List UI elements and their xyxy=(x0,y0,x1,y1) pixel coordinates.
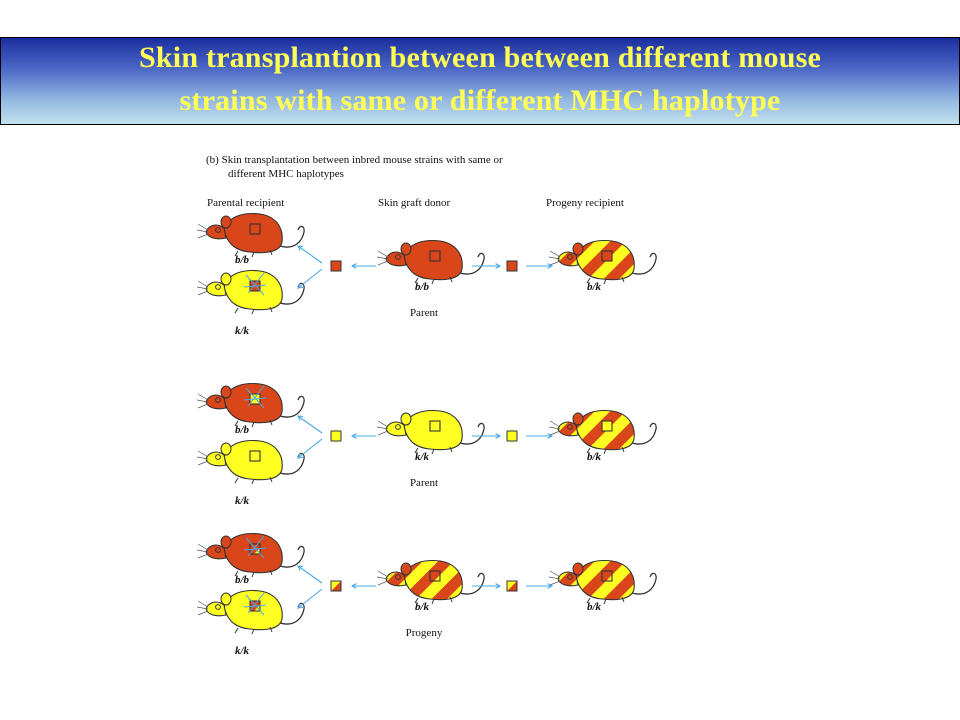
figure-caption-line-2: different MHC haplotypes xyxy=(228,168,344,180)
donor-graft-right xyxy=(506,430,518,442)
arrow-graft-left xyxy=(350,263,376,269)
skin-graft-donor-mouse xyxy=(376,409,485,455)
arrow-to-bottom-recipient xyxy=(297,588,323,609)
parental-recipient-bb-mouse xyxy=(196,532,305,578)
arrow-to-top-recipient xyxy=(297,245,323,264)
graft-square xyxy=(249,223,261,235)
graft-square xyxy=(601,570,613,582)
arrow-graft-right xyxy=(472,433,502,439)
rejection-mark xyxy=(243,272,267,296)
recipient-genotype-kk: k/k xyxy=(235,495,250,507)
graft-square xyxy=(601,420,613,432)
progeny-recipient-mouse xyxy=(548,559,657,605)
arrow-to-bottom-recipient xyxy=(297,438,323,459)
progeny-recipient-mouse xyxy=(548,409,657,455)
slide-title-line-1: Skin transplantion between between diffe… xyxy=(139,41,821,74)
recipient-genotype-bb: b/b xyxy=(235,424,250,436)
progeny-genotype: b/k xyxy=(587,601,602,613)
header-skin-graft-donor: Skin graft donor xyxy=(378,197,450,209)
arrow-graft-left xyxy=(350,433,376,439)
title-banner xyxy=(0,37,960,125)
donor-label: Progeny xyxy=(406,627,443,639)
skin-graft-donor-mouse xyxy=(376,559,485,605)
graft-square xyxy=(429,570,441,582)
arrow-to-progeny xyxy=(526,263,554,269)
rejection-mark xyxy=(243,592,267,616)
arrow-to-top-recipient xyxy=(297,565,323,584)
progeny-genotype: b/k xyxy=(587,281,602,293)
donor-label: Parent xyxy=(410,307,438,319)
arrow-to-progeny xyxy=(526,433,554,439)
graft-square xyxy=(429,250,441,262)
parental-recipient-kk-mouse xyxy=(196,439,305,485)
donor-genotype: b/k xyxy=(415,601,430,613)
graft-square xyxy=(601,250,613,262)
donor-graft-left xyxy=(330,430,342,442)
arrow-graft-right xyxy=(472,263,502,269)
skin-graft-donor-mouse xyxy=(376,239,485,285)
rejection-mark xyxy=(243,385,267,409)
donor-genotype: k/k xyxy=(415,451,430,463)
arrow-graft-right xyxy=(472,583,502,589)
arrow-graft-left xyxy=(350,583,376,589)
donor-graft-left xyxy=(330,580,342,592)
recipient-genotype-bb: b/b xyxy=(235,574,250,586)
header-parental-recipient: Parental recipient xyxy=(207,197,284,209)
parental-recipient-bb-mouse xyxy=(196,382,305,428)
donor-genotype: b/b xyxy=(415,281,430,293)
recipient-genotype-kk: k/k xyxy=(235,325,250,337)
parental-recipient-kk-mouse xyxy=(196,589,305,635)
arrow-to-bottom-recipient xyxy=(297,268,323,289)
donor-label: Parent xyxy=(410,477,438,489)
arrow-to-progeny xyxy=(526,583,554,589)
parental-recipient-bb-mouse xyxy=(196,212,305,258)
donor-graft-left xyxy=(330,260,342,272)
progeny-genotype: b/k xyxy=(587,451,602,463)
recipient-genotype-bb: b/b xyxy=(235,254,250,266)
header-progeny-recipient: Progeny recipient xyxy=(546,197,624,209)
slide-title-line-2: strains with same or different MHC haplo… xyxy=(179,84,781,117)
recipient-genotype-kk: k/k xyxy=(235,645,250,657)
parental-recipient-kk-mouse xyxy=(196,269,305,315)
rejection-mark xyxy=(243,535,267,559)
progeny-recipient-mouse xyxy=(548,239,657,285)
figure-caption-line-1: (b) Skin transplantation between inbred … xyxy=(206,154,503,166)
arrow-to-top-recipient xyxy=(297,415,323,434)
donor-graft-right xyxy=(506,580,518,592)
graft-square xyxy=(429,420,441,432)
graft-square xyxy=(249,450,261,462)
donor-graft-right xyxy=(506,260,518,272)
